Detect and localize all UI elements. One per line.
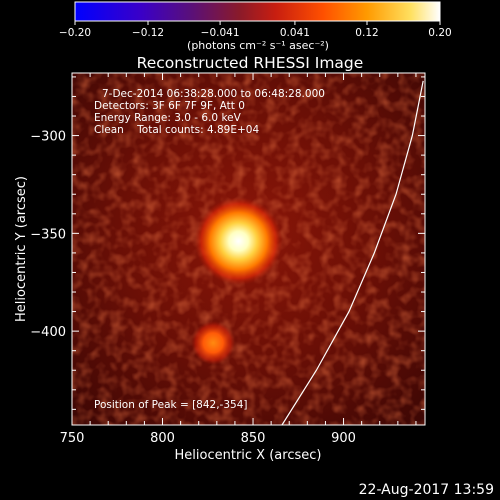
colorbar-tick-label: −0.041 xyxy=(201,27,240,39)
colorbar: −0.20 −0.12 −0.041 0.041 0.12 0.20 (photons c… xyxy=(59,1,452,52)
colorbar-frame xyxy=(74,1,441,22)
info-time-range: 7-Dec-2014 06:38:28.000 to 06:48:28.000 xyxy=(102,88,325,100)
x-axis-label: Heliocentric X (arcsec) xyxy=(175,448,322,463)
observation-info: 7-Dec-2014 06:38:28.000 to 06:48:28.000 … xyxy=(94,88,325,411)
solar-limb-line xyxy=(281,80,424,425)
x-tick-label: 900 xyxy=(331,431,356,446)
y-axis: −300 −350 −400 xyxy=(30,76,425,410)
colorbar-tick-label: −0.12 xyxy=(132,27,164,39)
y-axis-label: Heliocentric Y (arcsec) xyxy=(14,176,29,322)
colorbar-tick-label: 0.041 xyxy=(280,27,310,39)
y-tick-label: −300 xyxy=(30,130,66,145)
sources xyxy=(191,197,283,365)
colorbar-tick-label: 0.12 xyxy=(355,27,378,39)
plot-frame xyxy=(71,72,426,426)
chart-title: Reconstructed RHESSI Image xyxy=(137,54,364,72)
colorbar-tick-label: 0.20 xyxy=(428,27,451,39)
timestamp: 22-Aug-2017 13:59 xyxy=(359,482,494,498)
colorbar-unit-label: (photons cm⁻² s⁻¹ asec⁻²) xyxy=(187,39,329,52)
info-clean-counts: Clean Total counts: 4.89E+04 xyxy=(94,124,259,136)
info-detectors: Detectors: 3F 6F 7F 9F, Att 0 xyxy=(94,100,245,112)
image-plot-area xyxy=(72,73,425,425)
y-tick-label: −400 xyxy=(30,325,66,340)
info-energy-range: Energy Range: 3.0 - 6.0 keV xyxy=(94,112,242,124)
x-tick-label: 750 xyxy=(60,431,85,446)
x-tick-label: 800 xyxy=(150,431,175,446)
colorbar-ticks: −0.20 −0.12 −0.041 0.041 0.12 0.20 xyxy=(59,21,452,39)
colorbar-tick-label: −0.20 xyxy=(59,27,91,39)
colorbar-gradient xyxy=(75,2,440,21)
y-tick-label: −350 xyxy=(30,227,66,242)
peak-position-label: Position of Peak = [842,-354] xyxy=(94,399,248,411)
secondary-source xyxy=(191,320,236,365)
x-tick-label: 850 xyxy=(241,431,266,446)
primary-source xyxy=(194,197,283,286)
x-axis: 750 800 850 900 xyxy=(60,73,417,446)
